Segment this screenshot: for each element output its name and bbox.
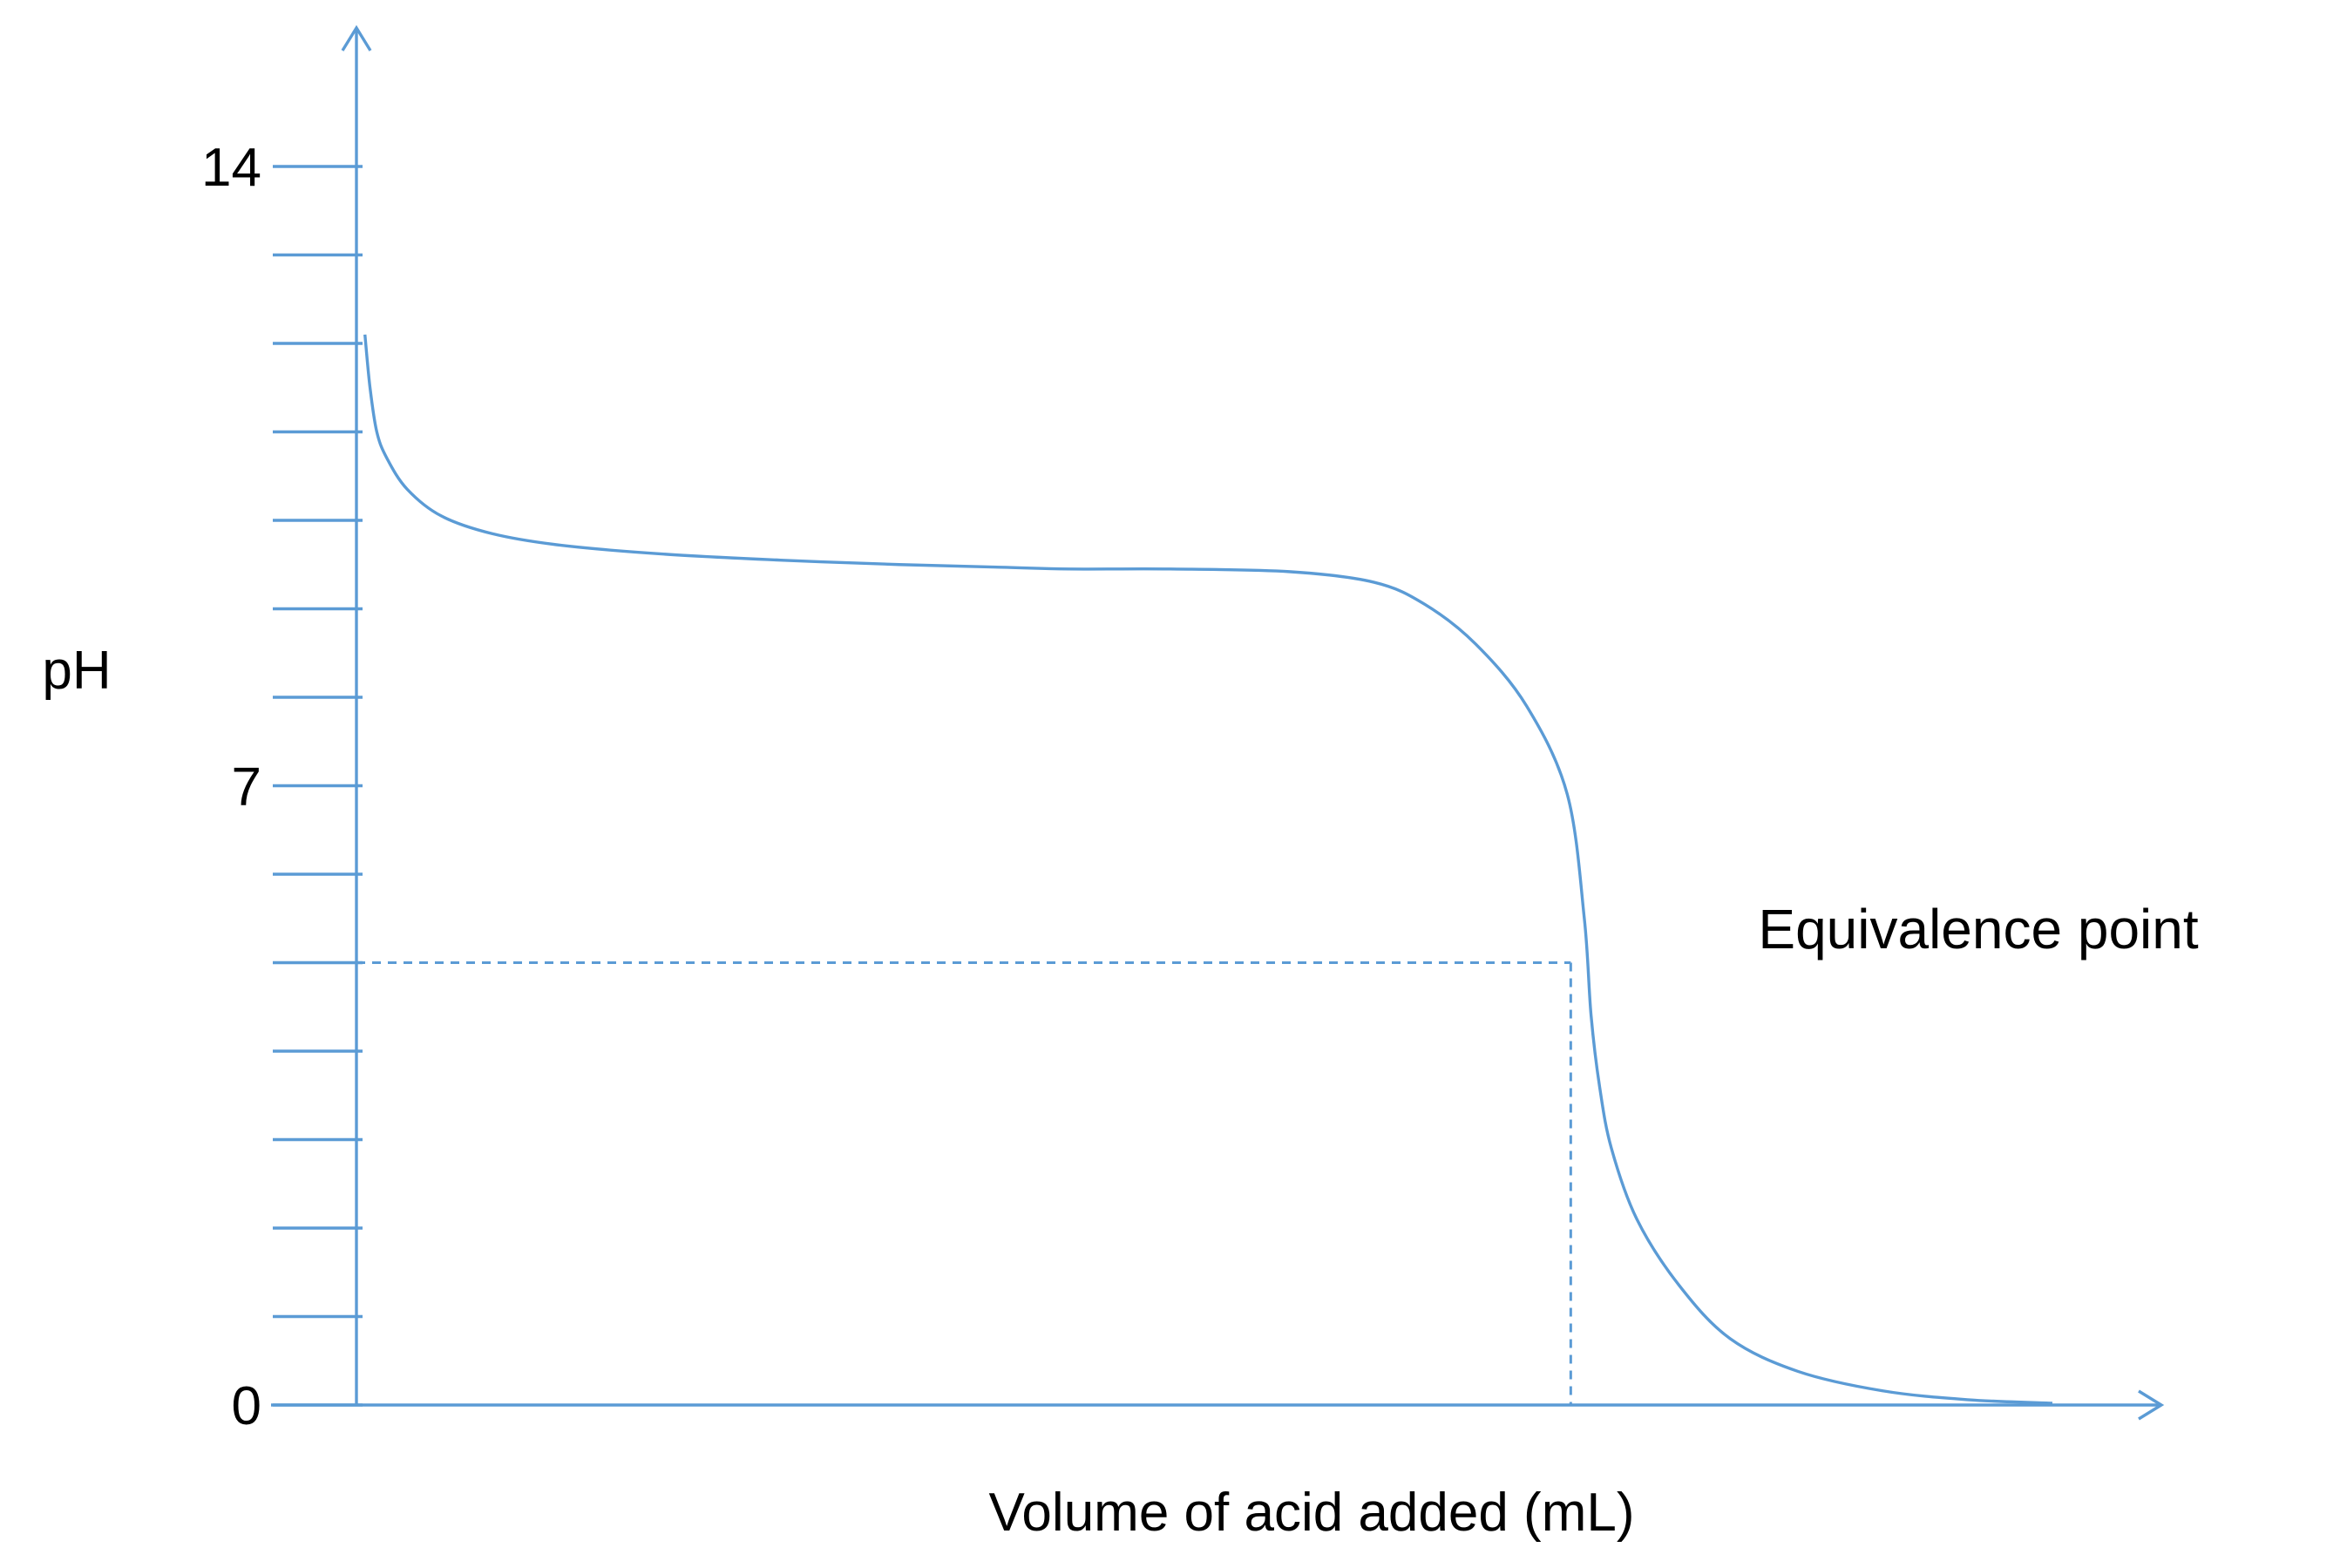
equivalence-point-label: Equivalence point [1758, 898, 2198, 960]
y-axis-arrowhead [341, 24, 372, 51]
series-line [363, 334, 2053, 1405]
y-tick-label-14: 14 [201, 138, 261, 198]
y-axis-label: pH [42, 641, 111, 701]
y-tick-label-0: 0 [232, 1376, 261, 1436]
y-axis-tick-labels: 14 7 0 [201, 138, 261, 1436]
y-axis-ticks [273, 165, 363, 1407]
x-axis-label: Volume of acid added (mL) [989, 1483, 1635, 1543]
x-axis-arrowhead [2138, 1389, 2165, 1421]
y-tick-label-7: 7 [232, 757, 261, 818]
